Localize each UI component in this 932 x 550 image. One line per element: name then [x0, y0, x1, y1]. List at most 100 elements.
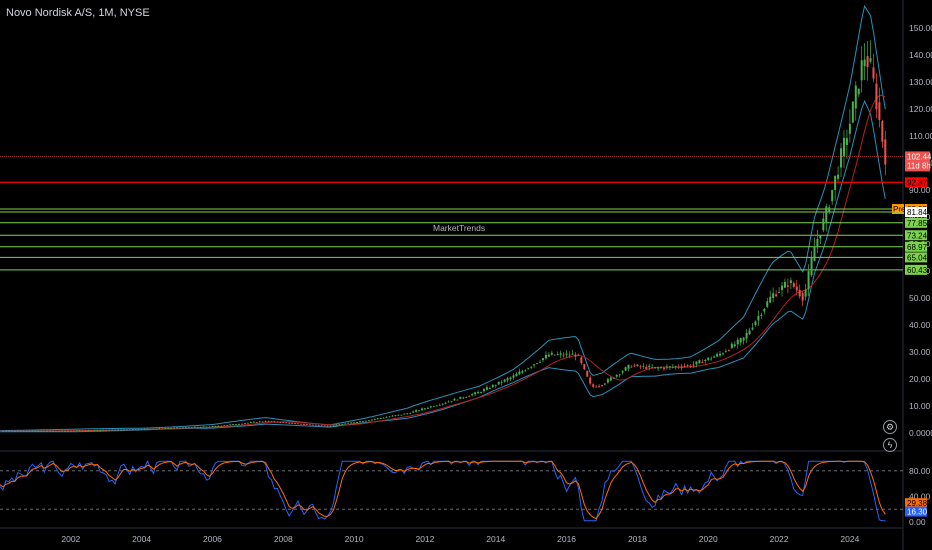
- candle-body: [506, 378, 509, 381]
- candle-body: [320, 425, 323, 427]
- oscillator-k-label: 29.38: [907, 499, 928, 508]
- candle-body: [544, 354, 547, 359]
- candle-body: [727, 350, 730, 351]
- candle-body: [347, 422, 350, 424]
- candle-body: [550, 352, 553, 355]
- candle-body: [760, 315, 763, 316]
- level-price-tag: [905, 264, 927, 275]
- candle-body: [857, 88, 860, 95]
- candle-body: [831, 189, 834, 202]
- candle-body: [444, 402, 447, 404]
- candle-body: [863, 59, 866, 67]
- y-tick-label: 150.00: [909, 23, 932, 33]
- candle-body: [674, 366, 677, 368]
- candle-body: [795, 286, 798, 291]
- candle-body: [78, 430, 81, 432]
- candle-body: [323, 425, 326, 427]
- candle-body: [598, 385, 601, 387]
- candle-body: [46, 430, 49, 432]
- candle-body: [541, 358, 544, 361]
- candle-body: [778, 291, 781, 293]
- lightning-icon[interactable]: ϟ: [883, 438, 897, 452]
- candle-body: [249, 422, 252, 423]
- level-price-tag: [905, 217, 927, 228]
- candle-body: [845, 138, 848, 145]
- level-price-tag: [905, 230, 927, 241]
- candle-body: [642, 365, 645, 367]
- watermark-text: MarketTrends: [433, 223, 485, 233]
- candle-body: [798, 289, 801, 297]
- candle-body: [125, 429, 128, 431]
- settings-icon[interactable]: ⚙: [883, 420, 897, 434]
- candle-body: [807, 271, 810, 290]
- candle-body: [429, 406, 432, 408]
- candle-body: [730, 343, 733, 349]
- candle-body: [367, 420, 370, 422]
- candle-body: [707, 357, 710, 360]
- candle-body: [223, 425, 226, 427]
- candle-body: [155, 428, 158, 430]
- y-tick-label: 30.00: [909, 347, 931, 357]
- candle-body: [232, 424, 235, 425]
- candle-body: [400, 414, 403, 416]
- candle-body: [270, 421, 273, 423]
- candle-body: [562, 354, 565, 356]
- candle-body: [851, 101, 854, 123]
- candle-body: [633, 365, 636, 367]
- candle-body: [488, 387, 491, 389]
- candle-body: [214, 425, 217, 427]
- candle-body: [282, 422, 285, 424]
- candle-body: [763, 308, 766, 312]
- candle-body: [326, 425, 329, 427]
- candle-body: [152, 428, 155, 430]
- candle-body: [305, 424, 308, 426]
- oscillator-k-line: [0, 459, 886, 522]
- y-tick-label: 110.00: [909, 131, 932, 141]
- candle-body: [739, 338, 742, 343]
- candle-body: [736, 339, 739, 345]
- candle-body: [515, 373, 518, 377]
- candle-body: [680, 366, 683, 368]
- candle-body: [512, 375, 515, 378]
- y-tick-label: 40.00: [909, 320, 931, 330]
- candle-body: [848, 123, 851, 134]
- candle-body: [131, 429, 134, 431]
- candle-body: [701, 362, 704, 364]
- y-tick-label: 0.0000: [909, 428, 932, 438]
- candle-body: [376, 418, 379, 420]
- candle-body: [238, 423, 241, 425]
- candle-body: [184, 427, 187, 429]
- candle-body: [344, 423, 347, 425]
- candle-body: [412, 411, 415, 413]
- candle-body: [801, 293, 804, 301]
- candle-body: [580, 357, 583, 363]
- candle-body: [465, 396, 468, 398]
- x-tick-label: 2012: [415, 534, 434, 544]
- candle-body: [75, 430, 78, 432]
- candle-body: [128, 429, 131, 431]
- candle-body: [866, 56, 869, 68]
- candle-body: [536, 363, 539, 365]
- candle-body: [49, 430, 52, 432]
- candle-body: [403, 413, 406, 415]
- candle-body: [288, 422, 291, 424]
- candle-body: [435, 405, 438, 407]
- candle-body: [211, 426, 214, 427]
- candle-body: [822, 218, 825, 231]
- candle-body: [527, 368, 530, 370]
- candle-body: [553, 354, 556, 356]
- candle-body: [423, 408, 426, 410]
- candle-body: [356, 422, 359, 423]
- candle-body: [34, 430, 37, 432]
- candle-body: [16, 431, 19, 432]
- candle-body: [243, 423, 246, 425]
- candle-body: [19, 431, 22, 432]
- oscillator-d-label: 16.30: [907, 508, 928, 517]
- candle-body: [869, 58, 872, 62]
- candle-body: [415, 410, 418, 412]
- candle-body: [379, 418, 382, 419]
- candle-body: [636, 364, 639, 366]
- candle-body: [657, 367, 660, 369]
- candle-body: [571, 353, 574, 355]
